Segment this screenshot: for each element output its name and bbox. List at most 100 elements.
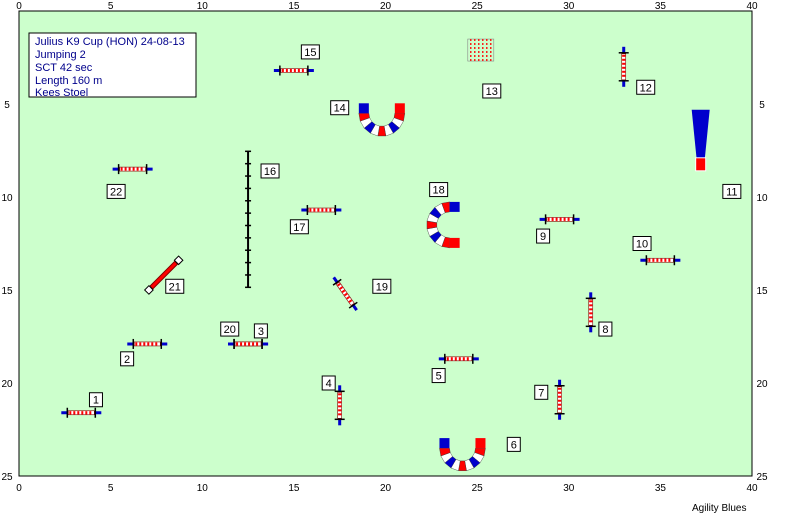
tunnel-end <box>358 103 369 114</box>
jump-bar-stripe <box>139 342 142 346</box>
right-tick-label: 5 <box>759 100 765 111</box>
obstacle-number-20: 20 <box>224 324 236 336</box>
obstacle-number-14: 14 <box>334 103 346 115</box>
course-title: Julius K9 Cup (HON) 24-08-13 <box>35 36 185 48</box>
jump-bar-stripe <box>151 342 154 346</box>
jump-bar-stripe <box>338 393 342 396</box>
obstacle-number-box <box>431 368 446 384</box>
top-tick-label: 10 <box>197 1 209 12</box>
jump-bar-stripe <box>557 391 562 394</box>
jump-bar-stripe <box>348 299 353 303</box>
obstacle-number-box <box>289 219 309 235</box>
jump-bar-stripe <box>664 258 667 262</box>
jump-bar-stripe <box>135 342 138 346</box>
obstacle-4-jump <box>334 385 345 426</box>
jump-bar-stripe <box>293 68 296 73</box>
obstacle-number-box <box>253 323 268 339</box>
right-tick-label: 20 <box>756 379 768 390</box>
jump-bar-stripe <box>462 357 465 361</box>
jump-bar-stripe <box>341 289 346 293</box>
jump-stand <box>173 255 184 266</box>
obstacle-number-16: 16 <box>264 166 276 178</box>
obstacle-5-jump <box>438 353 479 364</box>
obstacle-number-box <box>536 228 551 244</box>
top-tick-label: 30 <box>563 1 575 12</box>
jump-stand <box>348 301 358 309</box>
obstacle-number-6: 6 <box>511 439 517 451</box>
obstacle-number-13: 13 <box>486 86 498 98</box>
jump-bar-stripe <box>69 411 72 415</box>
left-tick-label: 20 <box>1 379 13 390</box>
jump-bar-stripe <box>325 208 328 212</box>
jump-bar-stripe <box>563 217 566 221</box>
obstacle-number-19: 19 <box>376 281 388 293</box>
bottom-tick-label: 35 <box>655 483 667 494</box>
jump-bar-stripe <box>589 300 593 303</box>
jump-bar-stripe <box>589 308 593 311</box>
jump-bar-stripe <box>567 217 570 221</box>
jump-bar-stripe <box>547 217 550 221</box>
obstacle-10-jump <box>640 255 681 266</box>
jump-bar-stripe <box>321 208 324 212</box>
obstacle-15-jump <box>273 65 314 76</box>
jump-bar-stripe <box>285 68 288 73</box>
bottom-tick-label: 5 <box>108 483 114 494</box>
jump-bar-stripe <box>557 403 562 406</box>
jump-bar-stripe <box>660 258 663 262</box>
top-tick-label: 35 <box>655 1 667 12</box>
jump-bar-stripe <box>338 397 342 400</box>
jump-bar-stripe <box>155 342 158 346</box>
jump-bar <box>150 262 177 289</box>
jump-bar-stripe <box>346 296 350 300</box>
obstacle-number-7: 7 <box>538 387 544 399</box>
obstacle-number-box <box>165 278 185 294</box>
obstacle-19-jump <box>332 276 358 311</box>
jump-bar-stripe <box>85 411 88 415</box>
tunnel-end <box>449 201 460 212</box>
obstacle-11-tire <box>691 109 710 172</box>
tire-frame <box>691 109 710 170</box>
jump-bar-stripe <box>317 208 320 212</box>
jump-bar-stripe <box>338 409 342 412</box>
obstacle-number-box <box>482 83 502 99</box>
bottom-tick-label: 0 <box>16 483 22 494</box>
jump-bar-stripe <box>147 342 150 346</box>
obstacle-14-tunnel <box>358 103 406 137</box>
jump-bar-stripe <box>446 357 449 361</box>
bottom-tick-label: 25 <box>472 483 484 494</box>
jump-bar-stripe <box>313 208 316 212</box>
jump-bar-stripe <box>668 258 671 262</box>
jump-bar-stripe <box>454 357 457 361</box>
bottom-tick-label: 30 <box>563 483 575 494</box>
obstacle-number-1: 1 <box>93 395 99 407</box>
obstacle-12-jump <box>618 46 629 87</box>
jump-bar-stripe <box>89 411 92 415</box>
obstacle-number-17: 17 <box>293 222 305 234</box>
top-tick-label: 25 <box>472 1 484 12</box>
obstacle-number-box <box>260 163 280 179</box>
right-tick-label: 15 <box>756 286 768 297</box>
obstacle-number-box <box>372 278 392 294</box>
obstacle-8-jump <box>585 292 596 333</box>
obstacle-22-jump <box>112 164 153 175</box>
top-tick-label: 15 <box>288 1 300 12</box>
jump-bar-stripe <box>622 66 626 69</box>
jump-stand <box>143 285 154 295</box>
obstacle-number-box <box>534 384 549 400</box>
jump-bar-stripe <box>140 167 143 171</box>
jump-bar-stripe <box>297 68 300 73</box>
jump-bar-stripe <box>648 258 651 262</box>
jump-bar-stripe <box>589 316 593 319</box>
jump-bar-stripe <box>557 399 562 402</box>
obstacle-number-box <box>106 183 126 199</box>
jump-bar-stripe <box>236 342 239 346</box>
jump-bar-stripe <box>652 258 655 262</box>
obstacle-number-2: 2 <box>124 354 130 366</box>
tire-ring <box>695 157 707 172</box>
weave-box-frame <box>467 38 495 62</box>
jump-bar-stripe <box>589 320 593 323</box>
bottom-tick-label: 10 <box>197 483 209 494</box>
jump-bar-stripe <box>557 407 562 410</box>
